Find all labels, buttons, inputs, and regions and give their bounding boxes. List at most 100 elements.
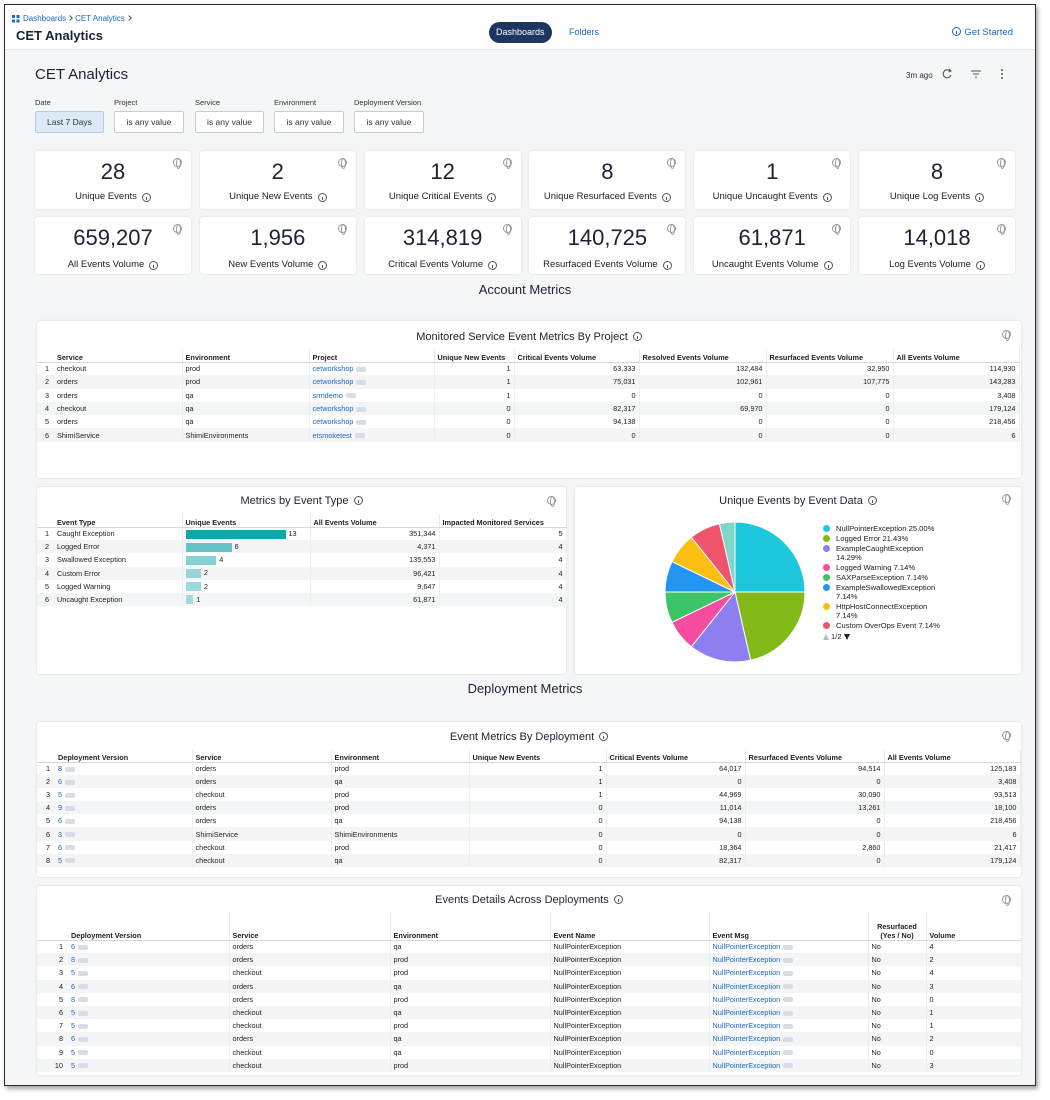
more-pill[interactable] [356,380,366,385]
cell-link[interactable]: 6 [71,942,75,951]
column-header[interactable]: Project [309,349,434,362]
cell-link[interactable]: srmdemo [313,391,343,400]
cell-link[interactable]: NullPointerException [713,955,781,964]
more-pill[interactable] [356,420,366,425]
more-pill[interactable] [65,767,75,772]
more-pill[interactable] [78,1011,88,1016]
pager-next[interactable] [844,634,850,640]
cell-link[interactable]: 5 [71,1048,75,1057]
cell-link[interactable]: 5 [58,790,62,799]
column-header[interactable]: Critical Events Volume [514,349,639,362]
more-pill[interactable] [65,858,75,863]
column-header[interactable]: Service [54,349,182,362]
more-pill[interactable] [78,958,88,963]
more-pill[interactable] [65,832,75,837]
more-pill[interactable] [783,997,793,1002]
filter-value[interactable]: is any value [114,111,184,133]
more-pill[interactable] [783,945,793,950]
cell-link[interactable]: NullPointerException [713,1008,781,1017]
cell-link[interactable]: etsmoketest [313,431,352,440]
more-pill[interactable] [783,1063,793,1068]
more-pill[interactable] [78,1050,88,1055]
column-header[interactable]: Resolved Events Volume [639,349,766,362]
tab-folders[interactable]: Folders [562,22,606,43]
legend-item[interactable]: SAXParseException 7.14% [823,573,945,582]
more-pill[interactable] [783,958,793,963]
more-pill[interactable] [356,367,366,372]
column-header[interactable]: Impacted Monitored Services [439,514,566,527]
cell-link[interactable]: cetworkshop [313,364,354,373]
column-header[interactable]: Environment [390,913,550,940]
cell-link[interactable]: 5 [71,968,75,977]
column-header[interactable]: All Events Volume [310,514,439,527]
more-pill[interactable] [783,984,793,989]
cell-link[interactable]: cetworkshop [313,377,354,386]
column-header[interactable]: All Events Volume [884,750,1020,762]
column-header[interactable]: Environment [331,750,469,762]
column-header[interactable]: Resurfaced Events Volume [766,349,893,362]
cell-link[interactable]: NullPointerException [713,1048,781,1057]
cell-link[interactable]: 3 [58,830,62,839]
cell-link[interactable]: cetworkshop [313,417,354,426]
cell-link[interactable]: NullPointerException [713,942,781,951]
cell-link[interactable]: 5 [71,1061,75,1070]
pager-prev[interactable] [823,634,829,640]
more-pill[interactable] [78,1037,88,1042]
filter-value[interactable]: is any value [274,111,344,133]
column-header[interactable]: Deployment Version [68,913,229,940]
column-header[interactable]: Volume [926,913,1021,940]
cell-link[interactable]: 5 [58,856,62,865]
column-header[interactable]: Service [229,913,390,940]
tab-dashboards[interactable]: Dashboards [489,22,552,43]
more-pill[interactable] [783,1011,793,1016]
legend-item[interactable]: ExampleCaughtException 14.29% [823,544,945,562]
more-pill[interactable] [78,945,88,950]
legend-item[interactable]: ExampleSwallowedException 7.14% [823,583,945,601]
cell-link[interactable]: NullPointerException [713,1021,781,1030]
more-pill[interactable] [356,407,366,412]
cell-link[interactable]: cetworkshop [313,404,354,413]
cell-link[interactable]: NullPointerException [713,1034,781,1043]
column-header[interactable]: Event Type [54,514,182,527]
cell-link[interactable]: NullPointerException [713,982,781,991]
more-pill[interactable] [65,845,75,850]
more-pill[interactable] [783,1024,793,1029]
column-header[interactable]: Event Msg [709,913,868,940]
cell-link[interactable]: 8 [71,955,75,964]
get-started[interactable]: Get Started [952,27,1013,38]
breadcrumb-link[interactable]: CET Analytics [75,14,125,23]
more-pill[interactable] [346,393,356,398]
cell-link[interactable]: NullPointerException [713,995,781,1004]
column-header[interactable]: Service [192,750,331,762]
cell-link[interactable]: 5 [71,1021,75,1030]
column-header[interactable]: Deployment Version [55,750,192,762]
cell-link[interactable]: 6 [71,982,75,991]
cell-link[interactable]: 6 [71,1034,75,1043]
legend-item[interactable]: Logged Warning 7.14% [823,563,945,572]
breadcrumb-link[interactable]: Dashboards [23,14,66,23]
filter-value[interactable]: is any value [354,111,424,133]
more-pill[interactable] [783,971,793,976]
more-pill[interactable] [783,1050,793,1055]
cell-link[interactable]: 6 [58,816,62,825]
more-pill[interactable] [65,806,75,811]
cell-link[interactable]: 8 [71,995,75,1004]
cell-link[interactable]: 5 [71,1008,75,1017]
more-pill[interactable] [78,1024,88,1029]
cell-link[interactable]: 6 [58,777,62,786]
cell-link[interactable]: 8 [58,764,62,773]
cell-link[interactable]: 9 [58,803,62,812]
more-pill[interactable] [65,793,75,798]
more-pill[interactable] [355,433,365,438]
more-pill[interactable] [65,780,75,785]
column-header[interactable]: Unique New Events [434,349,514,362]
more-pill[interactable] [783,1037,793,1042]
cell-link[interactable]: NullPointerException [713,1061,781,1070]
legend-item[interactable]: NullPointerException 25.00% [823,524,945,533]
column-header[interactable]: Critical Events Volume [606,750,745,762]
pie-slice[interactable] [735,522,805,592]
column-header[interactable]: Resurfaced (Yes / No) [868,913,926,940]
cell-link[interactable]: NullPointerException [713,968,781,977]
filter-value[interactable]: is any value [195,111,264,133]
more-pill[interactable] [78,984,88,989]
